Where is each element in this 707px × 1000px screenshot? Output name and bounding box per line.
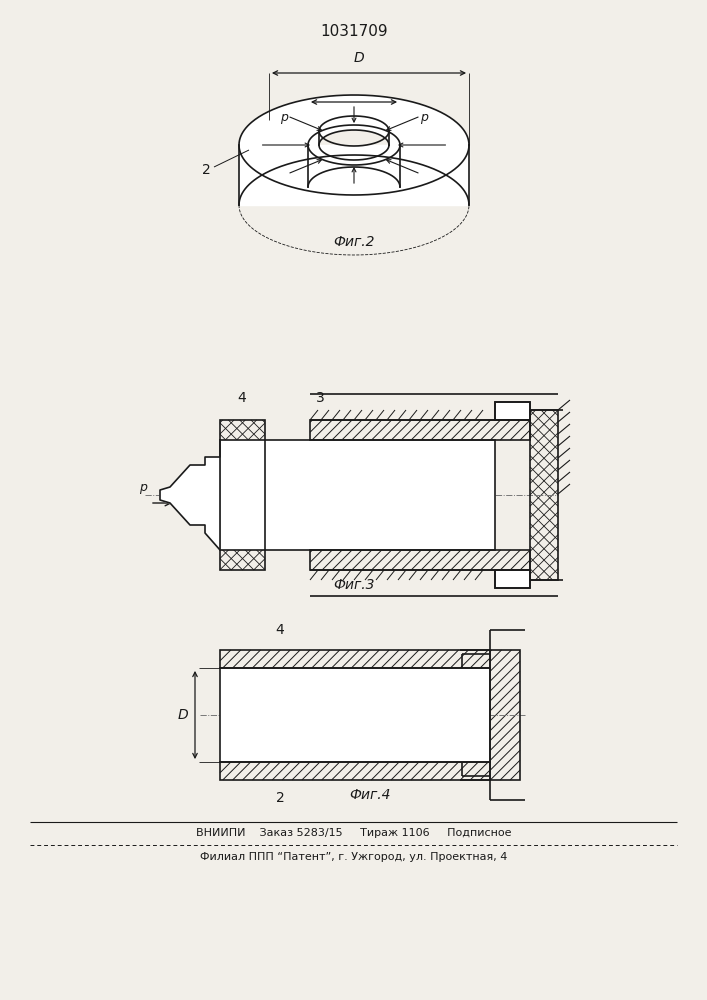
Text: 4: 4: [276, 623, 284, 637]
Bar: [220, 440, 495, 550]
Polygon shape: [160, 440, 220, 550]
Bar: [530, 410, 558, 580]
Polygon shape: [239, 95, 469, 195]
Text: 4: 4: [238, 391, 246, 405]
Text: p: p: [420, 110, 428, 123]
Text: 1031709: 1031709: [320, 24, 388, 39]
Text: 2: 2: [201, 163, 211, 177]
Text: Филиал ППП “Патент”, г. Ужгород, ул. Проектная, 4: Филиал ППП “Патент”, г. Ужгород, ул. Про…: [200, 852, 508, 862]
Bar: [220, 650, 490, 668]
Text: p: p: [280, 110, 288, 123]
Text: p: p: [139, 481, 147, 493]
Bar: [495, 402, 530, 420]
Text: D: D: [177, 708, 188, 722]
Bar: [220, 762, 490, 780]
Bar: [220, 668, 490, 762]
Text: D: D: [354, 51, 364, 65]
Bar: [495, 570, 530, 588]
Text: Фиг.4: Фиг.4: [349, 788, 391, 802]
Text: Фиг.2: Фиг.2: [333, 235, 375, 249]
Text: Фиг.3: Фиг.3: [333, 578, 375, 592]
Text: 2: 2: [326, 473, 334, 487]
Polygon shape: [239, 145, 469, 205]
Bar: [310, 550, 530, 570]
Text: 3: 3: [315, 391, 325, 405]
Bar: [490, 650, 520, 780]
Bar: [495, 402, 530, 420]
Text: 2: 2: [276, 791, 284, 805]
Bar: [220, 420, 265, 570]
Text: ВНИИПИ    Заказ 5283/15     Тираж 1106     Подписное: ВНИИПИ Заказ 5283/15 Тираж 1106 Подписно…: [197, 828, 512, 838]
Bar: [495, 570, 530, 588]
Bar: [310, 420, 530, 440]
